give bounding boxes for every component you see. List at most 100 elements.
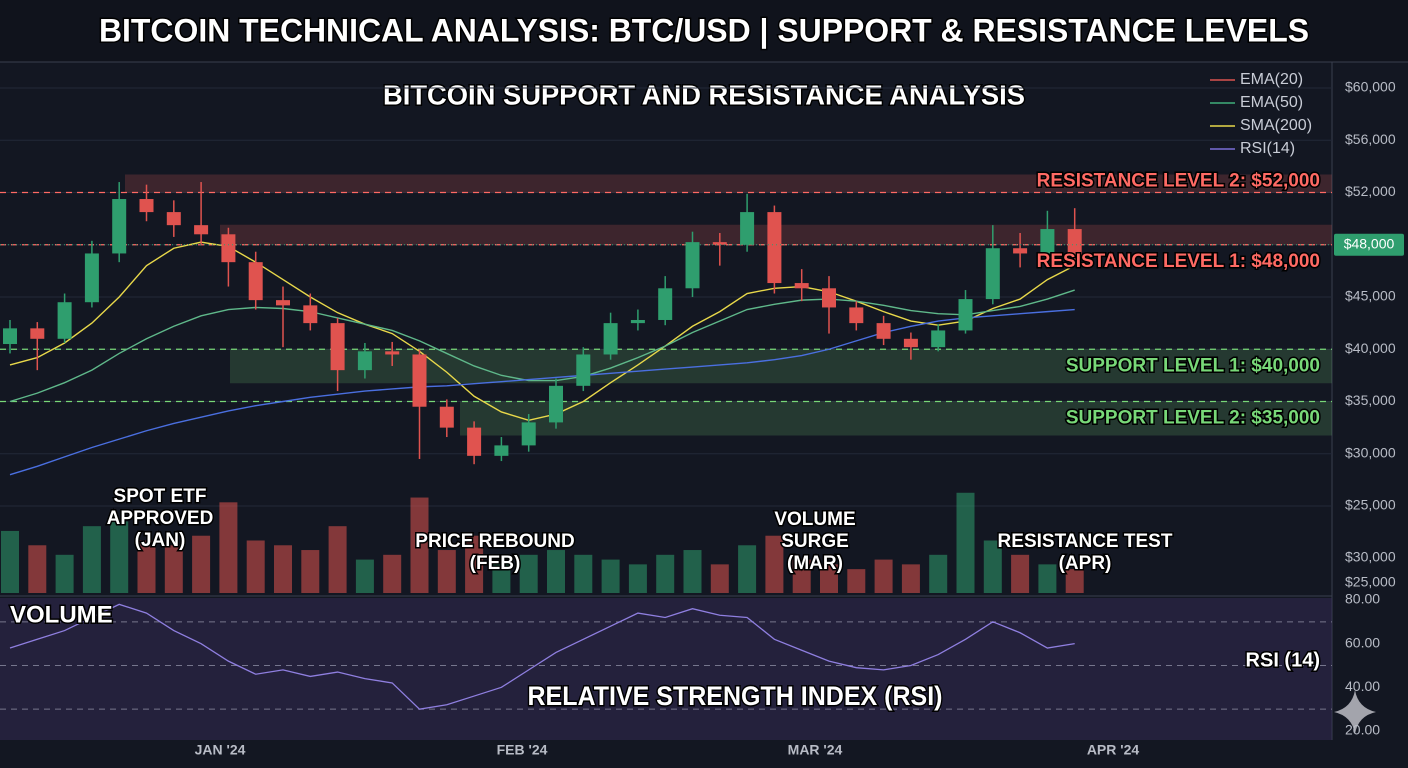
y-tick-label: $30,000 <box>1345 444 1396 460</box>
volume-bar <box>519 554 538 593</box>
y-tick-label: $35,000 <box>1345 392 1396 408</box>
volume-bar <box>110 521 129 593</box>
legend-label: EMA(20) <box>1240 71 1303 88</box>
annotation: APPROVED <box>107 508 214 529</box>
candle-body <box>57 302 72 339</box>
candle-body <box>30 328 45 339</box>
level-zone <box>125 174 1332 193</box>
volume-bar <box>137 540 156 593</box>
y-tick-label: $60,000 <box>1345 79 1396 95</box>
candle-body <box>194 225 209 235</box>
candle-body <box>521 422 536 446</box>
candle-body <box>385 351 400 355</box>
level-label: SUPPORT LEVEL 1: $40,000 <box>1066 355 1320 376</box>
volume-bar <box>219 502 238 593</box>
rsi-pane-label: RSI (14) <box>1246 649 1320 671</box>
annotation: VOLUME <box>774 509 855 530</box>
volume-bar <box>82 526 101 593</box>
legend-label: SMA(200) <box>1240 117 1312 134</box>
y-tick-label: $52,000 <box>1345 183 1396 199</box>
volume-bar <box>328 526 347 593</box>
volume-bar <box>792 559 811 593</box>
volume-bar <box>738 545 757 593</box>
rsi-title: RELATIVE STRENGTH INDEX (RSI) <box>528 681 943 711</box>
candle-body <box>494 445 509 456</box>
candle-body <box>630 319 645 324</box>
price-tag <box>1334 233 1404 256</box>
indicator-line <box>9 241 1076 422</box>
y-tick-label: $25,000 <box>1345 497 1396 513</box>
candle-body <box>357 351 372 371</box>
price-tag-label: $48,000 <box>1344 235 1395 251</box>
volume-bar <box>1 530 19 593</box>
volume-bar <box>656 554 675 593</box>
volume-bar <box>301 550 320 593</box>
candle-body <box>139 199 154 213</box>
legend-label: EMA(50) <box>1240 94 1303 111</box>
candle-body <box>412 354 427 407</box>
volume-bar <box>355 559 374 593</box>
candle-body <box>3 328 17 345</box>
candle-body <box>985 248 1000 300</box>
rsi-tick-label: 80.00 <box>1345 591 1380 607</box>
volume-bar <box>246 540 265 593</box>
annotation: SURGE <box>781 531 849 552</box>
header-bar <box>0 0 1408 62</box>
volume-bar <box>628 564 647 593</box>
volume-bar <box>547 550 565 593</box>
volume-bar <box>683 550 702 593</box>
volume-axis-label: $30,000 <box>1345 549 1396 565</box>
volume-bar <box>983 540 1002 593</box>
volume-bar <box>710 564 729 593</box>
annotation: (JAN) <box>135 530 186 551</box>
candle-body <box>303 305 318 324</box>
candle-body <box>276 300 290 306</box>
candle-body <box>84 253 99 303</box>
volume-bar <box>1011 554 1030 593</box>
legend-label: RSI(14) <box>1240 140 1295 157</box>
volume-bar <box>956 492 975 593</box>
candle-body <box>958 299 973 331</box>
rsi-tick-label: 40.00 <box>1345 678 1380 694</box>
volume-bar <box>765 535 784 593</box>
rsi-tick-label: 60.00 <box>1345 634 1380 650</box>
annotation: (MAR) <box>787 553 843 574</box>
y-tick-label: $40,000 <box>1345 340 1396 356</box>
rsi-pane <box>0 598 1332 740</box>
candle-body <box>740 212 755 245</box>
candle-body <box>603 323 618 355</box>
candle-body <box>439 406 454 428</box>
volume-bar <box>574 554 593 593</box>
candle-body <box>903 338 918 348</box>
annotation: PRICE REBOUND <box>415 531 574 552</box>
volume-bar <box>465 535 484 593</box>
volume-bar <box>820 564 838 593</box>
rsi-line <box>9 603 1075 710</box>
volume-bar <box>1065 569 1084 593</box>
candle-body <box>712 242 727 245</box>
y-tick-label: $56,000 <box>1345 131 1396 147</box>
annotation: SPOT ETF <box>114 486 207 507</box>
volume-bar <box>383 554 402 593</box>
volume-bar <box>1038 564 1057 593</box>
candle-body <box>931 330 946 348</box>
candle-body <box>876 323 891 339</box>
candle-body <box>822 288 836 308</box>
candle-body <box>549 385 563 423</box>
annotation: (APR) <box>1059 553 1112 574</box>
candle-body <box>112 199 127 254</box>
x-tick-label: FEB '24 <box>497 742 548 758</box>
volume-bar <box>164 545 183 593</box>
candle-body <box>576 354 591 386</box>
candle-body <box>467 427 482 456</box>
candle-body <box>1040 229 1055 254</box>
sparkle-icon <box>1334 690 1376 734</box>
volume-pane-label: VOLUME <box>10 601 113 628</box>
volume-bar <box>437 550 456 593</box>
level-label: RESISTANCE LEVEL 2: $52,000 <box>1037 171 1320 192</box>
x-tick-label: JAN '24 <box>195 742 246 758</box>
candle-body <box>166 212 181 226</box>
rsi-tick-label: 20.00 <box>1345 722 1380 738</box>
volume-bar <box>601 559 620 593</box>
